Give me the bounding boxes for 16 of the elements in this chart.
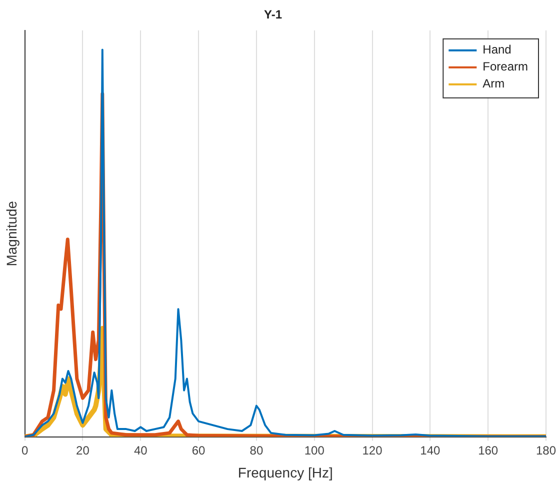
- x-tick-label: 120: [362, 443, 383, 458]
- legend-label: Hand: [482, 42, 512, 57]
- x-tick-label: 0: [21, 443, 28, 458]
- chart-title: Y-1: [264, 8, 282, 22]
- x-axis-title: Frequency [Hz]: [238, 464, 333, 480]
- x-tick-label: 180: [536, 443, 556, 458]
- x-tick-label: 160: [478, 443, 498, 458]
- legend-label: Forearm: [482, 60, 528, 74]
- x-tick-label: 40: [134, 443, 148, 458]
- legend-label: Arm: [482, 76, 505, 91]
- x-tick-label: 100: [304, 443, 325, 458]
- x-tick-label: 140: [420, 443, 441, 458]
- y-axis-title: Magnitude: [3, 200, 20, 266]
- x-tick-label: 80: [250, 443, 264, 458]
- x-tick-label: 60: [192, 443, 206, 458]
- x-tick-label: 20: [76, 443, 90, 458]
